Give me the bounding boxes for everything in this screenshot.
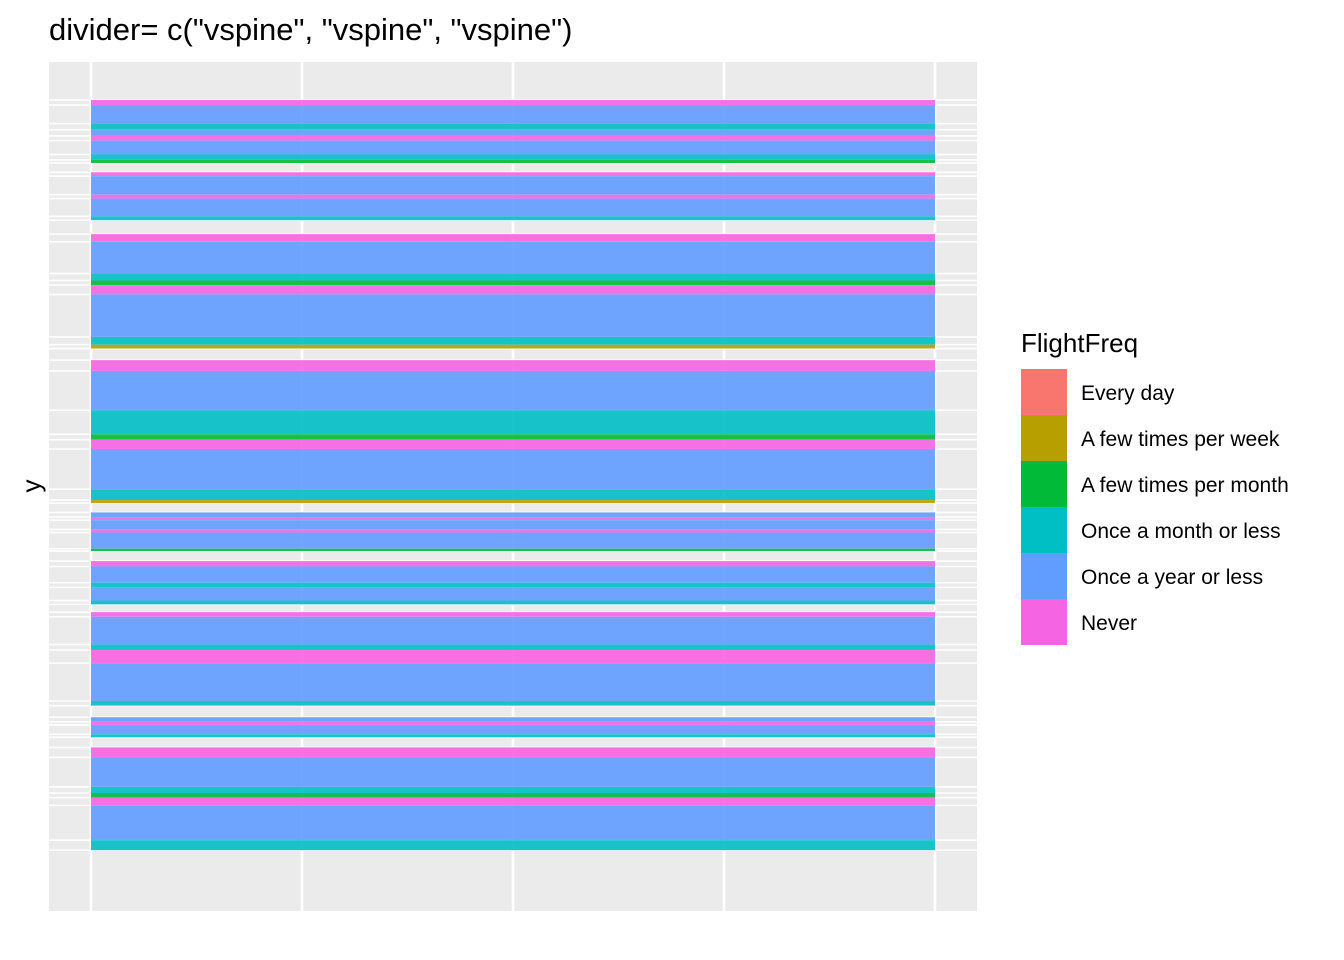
chart-title: divider= c("vspine", "vspine", "vspine")	[49, 12, 573, 47]
segment-bar	[91, 241, 935, 274]
segment-bar	[91, 135, 935, 141]
segment-bar	[91, 612, 935, 617]
legend-key	[1021, 369, 1067, 415]
segment-bar	[91, 159, 935, 163]
segment-bar	[91, 797, 935, 806]
segment-bar	[91, 532, 935, 549]
segment-bar	[91, 587, 935, 601]
segment-bar	[91, 194, 935, 199]
segment-bar	[91, 757, 935, 787]
segment-bar	[91, 724, 935, 735]
segment-bar	[91, 529, 935, 533]
segment-bar	[91, 600, 935, 605]
segment-bar	[91, 344, 935, 349]
segment-bar	[91, 512, 935, 518]
legend-label: Once a year or less	[1081, 566, 1263, 589]
y-axis-label: y	[16, 480, 46, 493]
segment-bar	[91, 548, 935, 552]
legend-label: Never	[1081, 612, 1137, 635]
legend-items: Every day A few times per week A few times…	[1021, 369, 1289, 645]
legend-label: Once a month or less	[1081, 520, 1281, 543]
segment-bar	[91, 616, 935, 645]
segment-bar	[91, 663, 935, 702]
segment-bar	[91, 734, 935, 738]
segment-bar	[91, 370, 935, 411]
segment-bar	[91, 644, 935, 650]
segment-bar	[91, 176, 935, 195]
legend-key	[1021, 415, 1067, 461]
segment-bar	[91, 786, 935, 793]
legend-title: FlightFreq	[1021, 328, 1138, 358]
stacked-segments	[91, 100, 935, 851]
segment-bar	[91, 500, 935, 504]
segment-bar	[91, 717, 935, 722]
segment-bar	[91, 792, 935, 798]
legend-key	[1021, 599, 1067, 645]
legend-label: A few times per month	[1081, 474, 1289, 497]
segment-bar	[91, 198, 935, 217]
segment-bar	[91, 285, 935, 295]
segment-bar	[91, 140, 935, 155]
segment-bar	[91, 449, 935, 490]
segment-bar	[91, 129, 935, 136]
segment-bar	[91, 721, 935, 725]
segment-bar	[91, 649, 935, 664]
legend-label: Every day	[1081, 382, 1175, 405]
segment-bar	[91, 294, 935, 337]
segment-bar	[91, 520, 935, 530]
segment-bar	[91, 805, 935, 841]
segment-bar	[91, 172, 935, 177]
segment-bar	[91, 566, 935, 583]
segment-bar	[91, 100, 935, 106]
segment-bar	[91, 216, 935, 221]
segment-bar	[91, 105, 935, 124]
segment-bar	[91, 273, 935, 281]
segment-bar	[91, 701, 935, 706]
segment-bar	[91, 360, 935, 371]
segment-bar	[91, 154, 935, 160]
segment-bar	[91, 517, 935, 521]
segment-bar	[91, 582, 935, 588]
segment-bar	[91, 234, 935, 242]
legend: FlightFreq Every day A few times per week…	[1021, 328, 1289, 645]
segment-bar	[91, 280, 935, 286]
legend-label: A few times per week	[1081, 428, 1280, 451]
segment-bar	[91, 123, 935, 130]
segment-bar	[91, 489, 935, 501]
legend-key	[1021, 461, 1067, 507]
segment-bar	[91, 439, 935, 450]
legend-key	[1021, 507, 1067, 553]
segment-bar	[91, 410, 935, 435]
segment-bar	[91, 561, 935, 567]
segment-bar	[91, 747, 935, 758]
legend-key	[1021, 553, 1067, 599]
segment-bar	[91, 434, 935, 440]
segment-bar	[91, 336, 935, 345]
segment-bar	[91, 840, 935, 851]
